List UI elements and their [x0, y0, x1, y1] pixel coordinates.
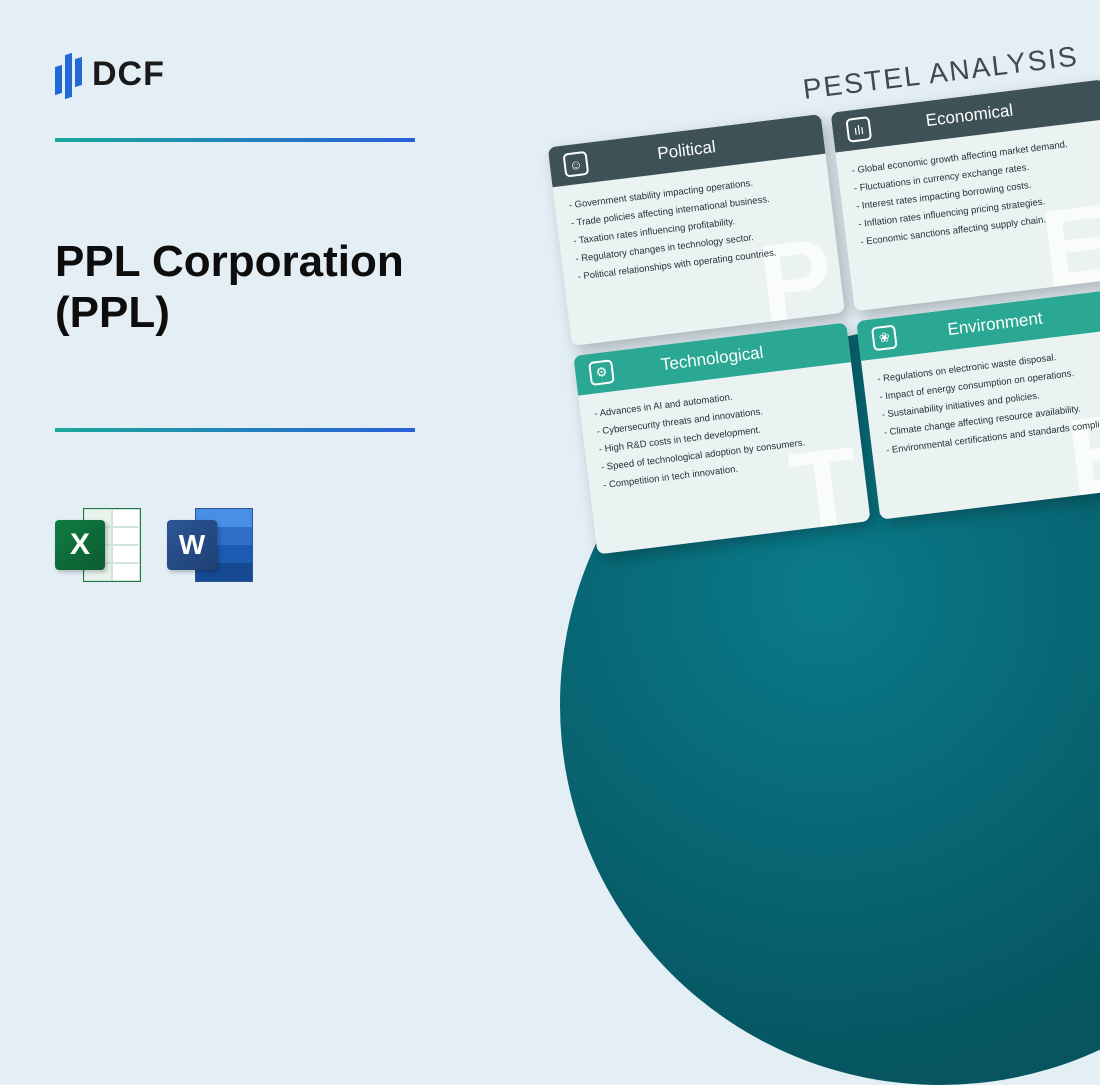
logo: DCF	[55, 50, 485, 98]
word-letter: W	[167, 520, 217, 570]
card-technological: ⚙ Technological T Advances in AI and aut…	[573, 322, 870, 554]
excel-letter: X	[55, 520, 105, 570]
card-political-title: Political	[656, 137, 717, 164]
user-icon: ☺	[563, 151, 590, 178]
gear-icon: ⚙	[588, 359, 615, 386]
title-line1: PPL Corporation	[55, 237, 404, 286]
divider-top	[55, 138, 415, 142]
divider-bottom	[55, 428, 415, 432]
pestel-cards-grid: ☺ Political P Government stability impac…	[548, 79, 1100, 554]
card-environment: ❀ Environment E Regulations on electroni…	[856, 288, 1100, 520]
title-line2: (PPL)	[55, 288, 170, 337]
logo-bars-icon	[55, 50, 82, 98]
chart-icon: ılı	[845, 116, 872, 143]
pestel-panel: PESTEL ANALYSIS ☺ Political P Government…	[543, 38, 1100, 555]
leaf-icon: ❀	[871, 325, 898, 352]
file-icons-row: X W	[55, 502, 485, 588]
card-economical: ılı Economical E Global economic growth …	[831, 79, 1100, 311]
left-panel: DCF PPL Corporation (PPL) X W	[55, 50, 485, 588]
logo-text: DCF	[92, 55, 165, 94]
card-technological-title: Technological	[660, 343, 765, 375]
word-icon[interactable]: W	[167, 502, 253, 588]
card-political: ☺ Political P Government stability impac…	[548, 114, 845, 346]
page-title: PPL Corporation (PPL)	[55, 237, 485, 338]
card-economical-title: Economical	[925, 101, 1015, 132]
card-environment-title: Environment	[946, 309, 1043, 340]
excel-icon[interactable]: X	[55, 502, 141, 588]
